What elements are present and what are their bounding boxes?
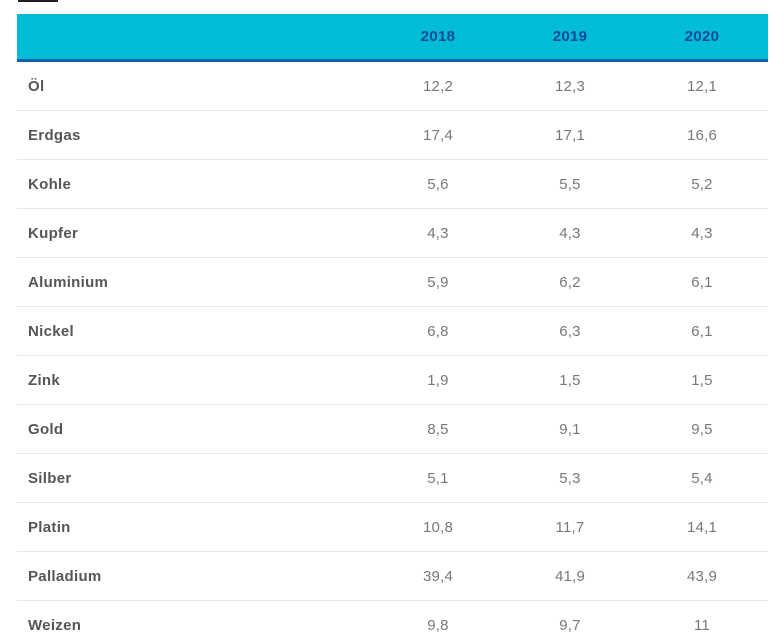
table-row: Aluminium 5,9 6,2 6,1 (17, 258, 768, 307)
table-row: Palladium 39,4 41,9 43,9 (17, 552, 768, 601)
table-row: Nickel 6,8 6,3 6,1 (17, 307, 768, 356)
row-value: 9,1 (559, 420, 581, 438)
row-value: 6,3 (559, 322, 581, 340)
row-value: 6,2 (559, 273, 581, 291)
row-label: Kupfer (28, 224, 79, 242)
row-value: 9,8 (427, 617, 449, 634)
row-label: Kohle (28, 175, 72, 193)
row-value: 9,7 (559, 617, 581, 634)
top-left-dash (18, 0, 58, 2)
row-value: 6,1 (691, 273, 713, 291)
row-value: 17,1 (555, 126, 585, 144)
table-row: Erdgas 17,4 17,1 16,6 (17, 111, 768, 160)
row-label: Weizen (28, 617, 82, 634)
row-value: 8,5 (427, 420, 449, 438)
table-row: Zink 1,9 1,5 1,5 (17, 356, 768, 405)
row-value: 11,7 (555, 518, 585, 536)
row-value: 5,9 (427, 273, 449, 291)
row-value: 4,3 (427, 224, 449, 242)
row-value: 11 (694, 617, 710, 634)
table-header-row: 2018 2019 2020 (17, 14, 768, 62)
row-value: 9,5 (691, 420, 713, 438)
table-row: Kohle 5,6 5,5 5,2 (17, 160, 768, 209)
row-value: 17,4 (423, 126, 453, 144)
row-label: Palladium (28, 567, 102, 585)
table-body: Öl 12,2 12,3 12,1 Erdgas 17,4 17,1 16,6 … (17, 62, 768, 643)
column-header-2020: 2020 (684, 28, 720, 45)
row-value: 39,4 (423, 567, 453, 585)
table-row: Platin 10,8 11,7 14,1 (17, 503, 768, 552)
table-row: Öl 12,2 12,3 12,1 (17, 62, 768, 111)
row-value: 4,3 (691, 224, 713, 242)
column-header-2019: 2019 (552, 28, 588, 45)
row-label: Aluminium (28, 273, 109, 291)
row-value: 6,1 (691, 322, 713, 340)
row-label: Öl (28, 77, 45, 95)
row-label: Silber (28, 469, 72, 487)
row-value: 43,9 (687, 567, 717, 585)
table-row: Kupfer 4,3 4,3 4,3 (17, 209, 768, 258)
row-value: 16,6 (687, 126, 717, 144)
row-value: 14,1 (687, 518, 717, 536)
row-value: 5,1 (427, 469, 449, 487)
row-value: 12,3 (555, 77, 585, 95)
row-value: 41,9 (555, 567, 585, 585)
row-value: 5,4 (691, 469, 713, 487)
row-label: Nickel (28, 322, 74, 340)
row-value: 12,2 (423, 77, 453, 95)
row-value: 4,3 (559, 224, 581, 242)
row-value: 5,2 (691, 175, 713, 193)
row-value: 12,1 (687, 77, 717, 95)
table-row: Silber 5,1 5,3 5,4 (17, 454, 768, 503)
row-value: 5,5 (559, 175, 581, 193)
row-value: 1,5 (691, 371, 713, 389)
row-value: 10,8 (423, 518, 453, 536)
row-value: 1,5 (559, 371, 581, 389)
table-row: Gold 8,5 9,1 9,5 (17, 405, 768, 454)
row-value: 1,9 (427, 371, 449, 389)
commodity-volatility-table: 2018 2019 2020 Öl 12,2 12,3 12,1 Erdgas … (17, 14, 768, 643)
row-label: Zink (28, 371, 61, 389)
row-label: Gold (28, 420, 64, 438)
row-value: 6,8 (427, 322, 449, 340)
row-value: 5,3 (559, 469, 581, 487)
row-label: Erdgas (28, 126, 81, 144)
column-header-2018: 2018 (420, 28, 456, 45)
table-row: Weizen 9,8 9,7 11 (17, 601, 768, 643)
row-value: 5,6 (427, 175, 449, 193)
row-label: Platin (28, 518, 71, 536)
